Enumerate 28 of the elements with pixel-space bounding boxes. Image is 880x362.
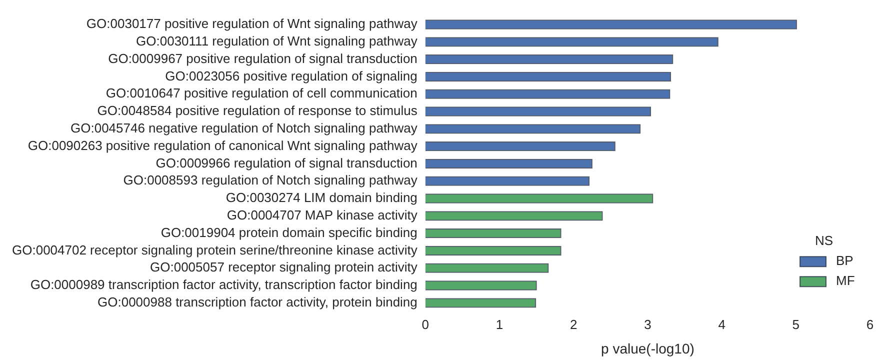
x-tick-label: 5: [792, 316, 800, 332]
y-tick-label: GO:0009966 regulation of signal transduction: [156, 155, 418, 170]
y-tick-label: GO:0019904 protein domain specific binding: [160, 224, 418, 240]
x-tick-label: 4: [718, 316, 726, 332]
y-tick-label: GO:0023056 positive regulation of signaling: [165, 68, 418, 84]
y-tick-label: GO:0004702 receptor signaling protein serine/threonine kinase activity: [12, 242, 418, 258]
y-tick-label: GO:0030177 positive regulation of Wnt signaling pathway: [86, 16, 418, 32]
y-tick-label: GO:0030274 LIM domain binding: [226, 190, 418, 206]
y-tick-label: GO:0009967 positive regulation of signal transduction: [108, 50, 418, 66]
y-tick-label: GO:0000989 transcription factor activity, transcription factor binding: [30, 277, 418, 292]
legend-title: NS: [814, 233, 834, 248]
y-tick-label: GO:0045746 negative regulation of Notch signaling pathway: [70, 120, 418, 136]
y-tick-label: GO:0010647 positive regulation of cell communication: [106, 86, 418, 101]
x-tick-label: 0: [422, 316, 430, 332]
legend-label: MF: [836, 273, 855, 288]
y-tick-label: GO:0005057 receptor signaling protein activity: [150, 260, 418, 275]
y-tick-label: GO:0000988 transcription factor activity, protein binding: [98, 294, 418, 310]
y-tick-label: GO:0090263 positive regulation of canonical Wnt signaling pathway: [28, 138, 418, 153]
x-tick-label: 2: [570, 316, 578, 332]
legend-label: BP: [836, 253, 854, 268]
x-tick-label: 3: [644, 316, 652, 332]
x-tick-label: 6: [866, 316, 874, 332]
y-tick-label: GO:0008593 regulation of Notch signaling pathway: [123, 172, 418, 188]
y-tick-label: GO:0030111 regulation of Wnt signaling pathway: [136, 33, 418, 48]
x-axis-title: p value(-log10): [601, 340, 694, 356]
y-tick-label: GO:0004707 MAP kinase activity: [226, 207, 418, 222]
x-tick-label: 1: [496, 316, 504, 332]
y-tick-label: GO:0048584 positive regulation of response to stimulus: [97, 103, 418, 118]
